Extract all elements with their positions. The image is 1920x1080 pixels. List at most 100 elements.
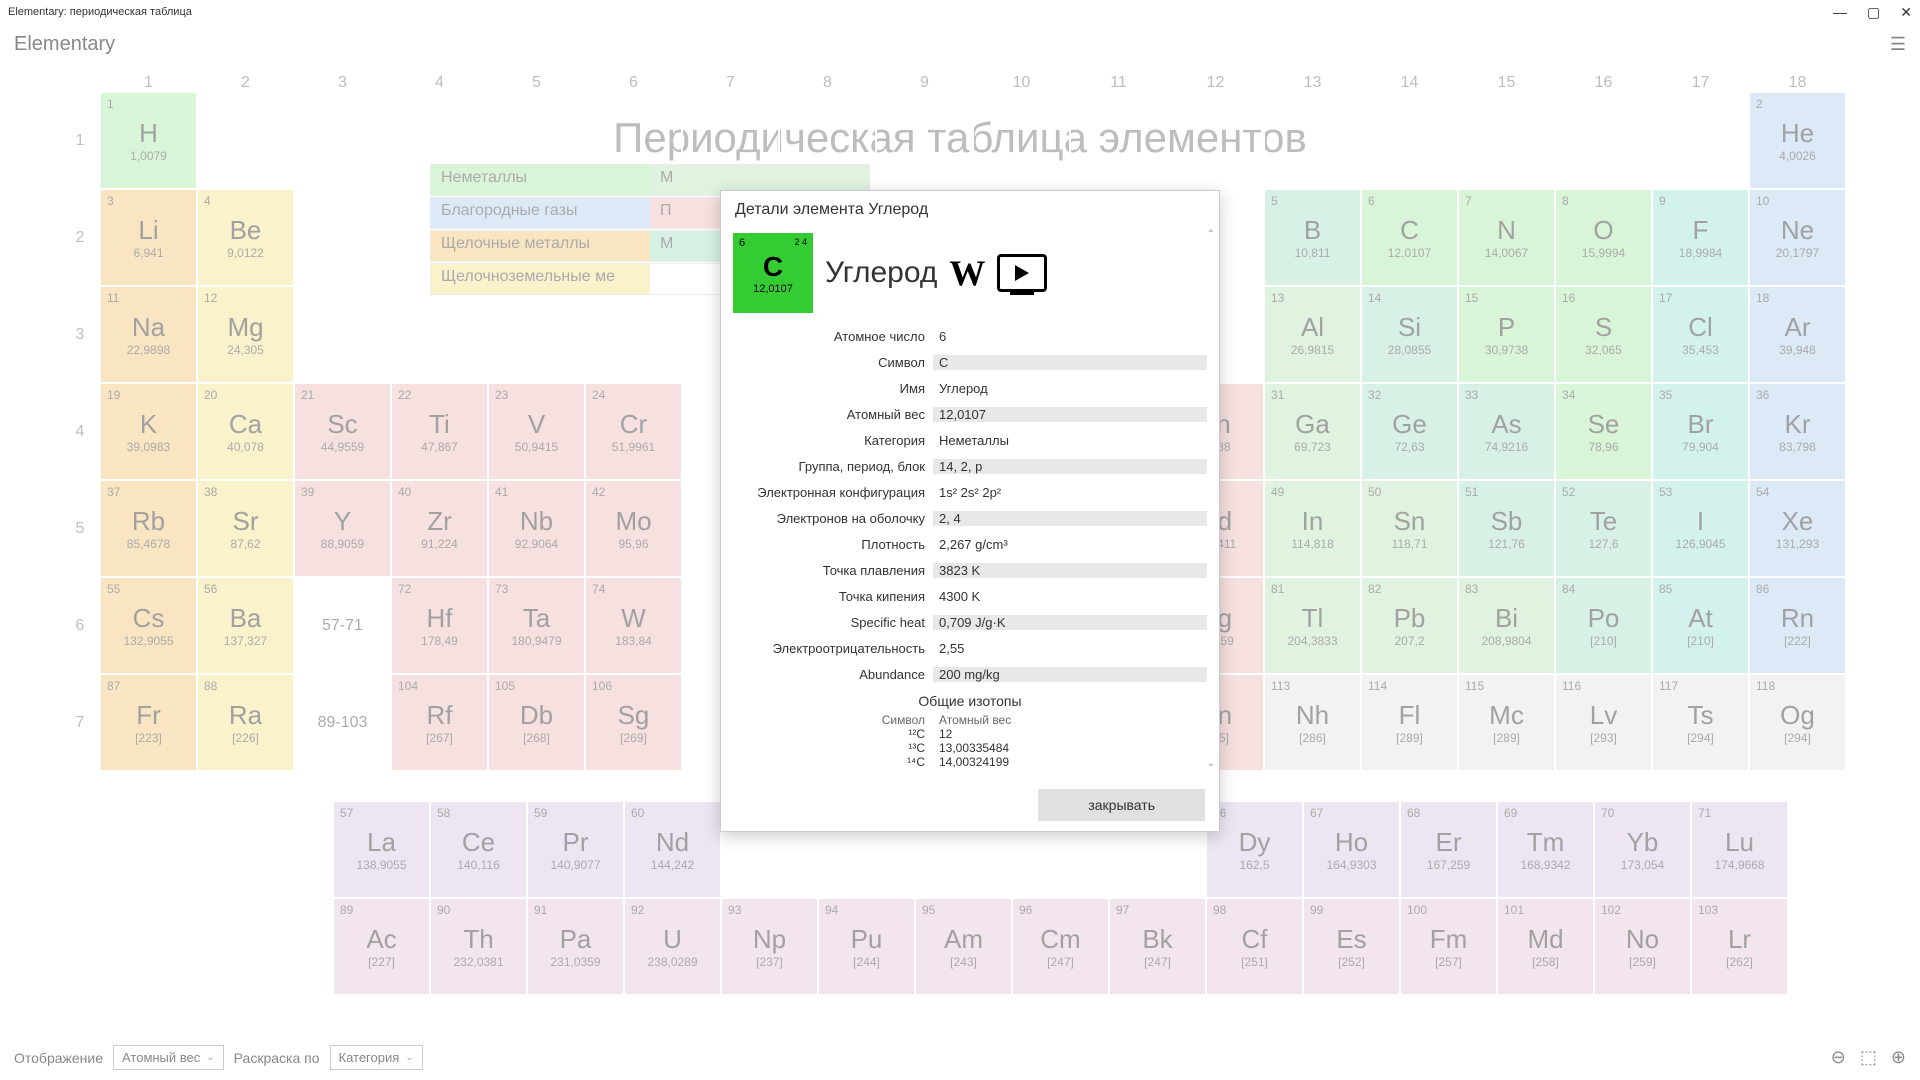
element-cell[interactable]: 1H1,0079 bbox=[100, 92, 197, 189]
element-cell[interactable]: 14Si28,0855 bbox=[1361, 286, 1458, 383]
element-cell[interactable]: 23V50,9415 bbox=[488, 383, 585, 480]
element-cell[interactable]: 2He4,0026 bbox=[1749, 92, 1846, 189]
element-cell[interactable]: 57La138,9055 bbox=[333, 801, 430, 898]
element-cell[interactable]: 21Sc44,9559 bbox=[294, 383, 391, 480]
element-cell[interactable]: 89Ac[227] bbox=[333, 898, 430, 995]
element-cell[interactable]: 114Fl[289] bbox=[1361, 674, 1458, 771]
zoom-reset-icon[interactable]: ⬚ bbox=[1860, 1047, 1877, 1068]
element-cell[interactable]: 99Es[252] bbox=[1303, 898, 1400, 995]
element-cell[interactable]: 8O15,9994 bbox=[1555, 189, 1652, 286]
element-cell[interactable]: 15P30,9738 bbox=[1458, 286, 1555, 383]
element-cell[interactable]: 22Ti47,867 bbox=[391, 383, 488, 480]
element-cell[interactable]: 71Lu174,9668 bbox=[1691, 801, 1788, 898]
element-cell[interactable]: 93Np[237] bbox=[721, 898, 818, 995]
color-dropdown[interactable]: Категория ⌄ bbox=[330, 1045, 423, 1070]
element-cell[interactable]: 81Tl204,3833 bbox=[1264, 577, 1361, 674]
element-cell[interactable]: 52Te127,6 bbox=[1555, 480, 1652, 577]
element-cell[interactable]: 84Po[210] bbox=[1555, 577, 1652, 674]
element-cell[interactable]: 31Ga69,723 bbox=[1264, 383, 1361, 480]
wikipedia-icon[interactable]: W bbox=[949, 252, 985, 294]
element-cell[interactable]: 11Na22,9898 bbox=[100, 286, 197, 383]
element-cell[interactable]: 37Rb85,4678 bbox=[100, 480, 197, 577]
element-cell[interactable]: 49In114,818 bbox=[1264, 480, 1361, 577]
element-cell[interactable]: 42Mo95,96 bbox=[585, 480, 682, 577]
zoom-out-icon[interactable]: ⊖ bbox=[1831, 1047, 1846, 1068]
element-cell[interactable]: 40Zr91,224 bbox=[391, 480, 488, 577]
element-cell[interactable]: 10Ne20,1797 bbox=[1749, 189, 1846, 286]
element-cell[interactable]: 4Be9,0122 bbox=[197, 189, 294, 286]
element-cell[interactable]: 18Ar39,948 bbox=[1749, 286, 1846, 383]
element-cell[interactable]: 118Og[294] bbox=[1749, 674, 1846, 771]
element-cell[interactable]: 59Pr140,9077 bbox=[527, 801, 624, 898]
element-cell[interactable]: 92U238,0289 bbox=[624, 898, 721, 995]
element-cell[interactable]: 115Mc[289] bbox=[1458, 674, 1555, 771]
element-cell[interactable]: 24Cr51,9961 bbox=[585, 383, 682, 480]
element-cell[interactable]: 50Sn118,71 bbox=[1361, 480, 1458, 577]
element-cell[interactable]: 87Fr[223] bbox=[100, 674, 197, 771]
element-cell[interactable]: 85At[210] bbox=[1652, 577, 1749, 674]
element-cell[interactable]: 88Ra[226] bbox=[197, 674, 294, 771]
minimize-button[interactable]: — bbox=[1833, 4, 1847, 21]
element-cell[interactable]: 53I126,9045 bbox=[1652, 480, 1749, 577]
element-cell[interactable]: 41Nb92,9064 bbox=[488, 480, 585, 577]
element-cell[interactable]: 19K39,0983 bbox=[100, 383, 197, 480]
element-cell[interactable]: 5B10,811 bbox=[1264, 189, 1361, 286]
element-cell[interactable]: 73Ta180,9479 bbox=[488, 577, 585, 674]
scroll-up-icon[interactable]: ⌃ bbox=[1207, 229, 1215, 240]
element-cell[interactable]: 33As74,9216 bbox=[1458, 383, 1555, 480]
element-cell[interactable]: 72Hf178,49 bbox=[391, 577, 488, 674]
element-cell[interactable]: 51Sb121,76 bbox=[1458, 480, 1555, 577]
element-cell[interactable]: 38Sr87,62 bbox=[197, 480, 294, 577]
element-cell[interactable]: 91Pa231,0359 bbox=[527, 898, 624, 995]
element-cell[interactable]: 98Cf[251] bbox=[1206, 898, 1303, 995]
element-cell[interactable]: 106Sg[269] bbox=[585, 674, 682, 771]
element-cell[interactable]: 104Rf[267] bbox=[391, 674, 488, 771]
element-cell[interactable]: 68Er167,259 bbox=[1400, 801, 1497, 898]
element-cell[interactable]: 86Rn[222] bbox=[1749, 577, 1846, 674]
element-cell[interactable]: 35Br79,904 bbox=[1652, 383, 1749, 480]
element-cell[interactable]: 116Lv[293] bbox=[1555, 674, 1652, 771]
element-cell[interactable]: 95Am[243] bbox=[915, 898, 1012, 995]
element-cell[interactable]: 70Yb173,054 bbox=[1594, 801, 1691, 898]
element-cell[interactable]: 69Tm168,9342 bbox=[1497, 801, 1594, 898]
element-cell[interactable]: 17Cl35,453 bbox=[1652, 286, 1749, 383]
element-cell[interactable]: 97Bk[247] bbox=[1109, 898, 1206, 995]
menu-icon[interactable]: ☰ bbox=[1890, 34, 1906, 55]
element-cell[interactable]: 96Cm[247] bbox=[1012, 898, 1109, 995]
element-cell[interactable]: 60Nd144,242 bbox=[624, 801, 721, 898]
element-cell[interactable]: 54Xe131,293 bbox=[1749, 480, 1846, 577]
element-cell[interactable]: 113Nh[286] bbox=[1264, 674, 1361, 771]
element-cell[interactable]: 34Se78,96 bbox=[1555, 383, 1652, 480]
element-cell[interactable]: 101Md[258] bbox=[1497, 898, 1594, 995]
element-cell[interactable]: 36Kr83,798 bbox=[1749, 383, 1846, 480]
element-cell[interactable]: 39Y88,9059 bbox=[294, 480, 391, 577]
element-cell[interactable]: 7N14,0067 bbox=[1458, 189, 1555, 286]
element-cell[interactable]: 100Fm[257] bbox=[1400, 898, 1497, 995]
element-cell[interactable]: 102No[259] bbox=[1594, 898, 1691, 995]
close-button[interactable]: закрывать bbox=[1038, 789, 1205, 821]
element-cell[interactable]: 32Ge72,63 bbox=[1361, 383, 1458, 480]
element-cell[interactable]: 90Th232,0381 bbox=[430, 898, 527, 995]
element-cell[interactable]: 13Al26,9815 bbox=[1264, 286, 1361, 383]
element-cell[interactable]: 67Ho164,9303 bbox=[1303, 801, 1400, 898]
zoom-in-icon[interactable]: ⊕ bbox=[1891, 1047, 1906, 1068]
close-window-button[interactable]: ✕ bbox=[1900, 4, 1912, 21]
element-cell[interactable]: 94Pu[244] bbox=[818, 898, 915, 995]
element-cell[interactable]: 9F18,9984 bbox=[1652, 189, 1749, 286]
video-icon[interactable] bbox=[997, 254, 1047, 292]
element-cell[interactable]: 6C12,0107 bbox=[1361, 189, 1458, 286]
element-cell[interactable]: 105Db[268] bbox=[488, 674, 585, 771]
element-cell[interactable]: 58Ce140,116 bbox=[430, 801, 527, 898]
element-cell[interactable]: 74W183,84 bbox=[585, 577, 682, 674]
element-cell[interactable]: 66Dy162,5 bbox=[1206, 801, 1303, 898]
element-cell[interactable]: 12Mg24,305 bbox=[197, 286, 294, 383]
scroll-down-icon[interactable]: ⌄ bbox=[1207, 758, 1215, 769]
element-cell[interactable]: 117Ts[294] bbox=[1652, 674, 1749, 771]
element-cell[interactable]: 83Bi208,9804 bbox=[1458, 577, 1555, 674]
display-dropdown[interactable]: Атомный вес ⌄ bbox=[113, 1045, 224, 1070]
element-cell[interactable]: 3Li6,941 bbox=[100, 189, 197, 286]
element-cell[interactable]: 56Ba137,327 bbox=[197, 577, 294, 674]
element-cell[interactable]: 82Pb207,2 bbox=[1361, 577, 1458, 674]
element-cell[interactable]: 55Cs132,9055 bbox=[100, 577, 197, 674]
element-cell[interactable]: 103Lr[262] bbox=[1691, 898, 1788, 995]
